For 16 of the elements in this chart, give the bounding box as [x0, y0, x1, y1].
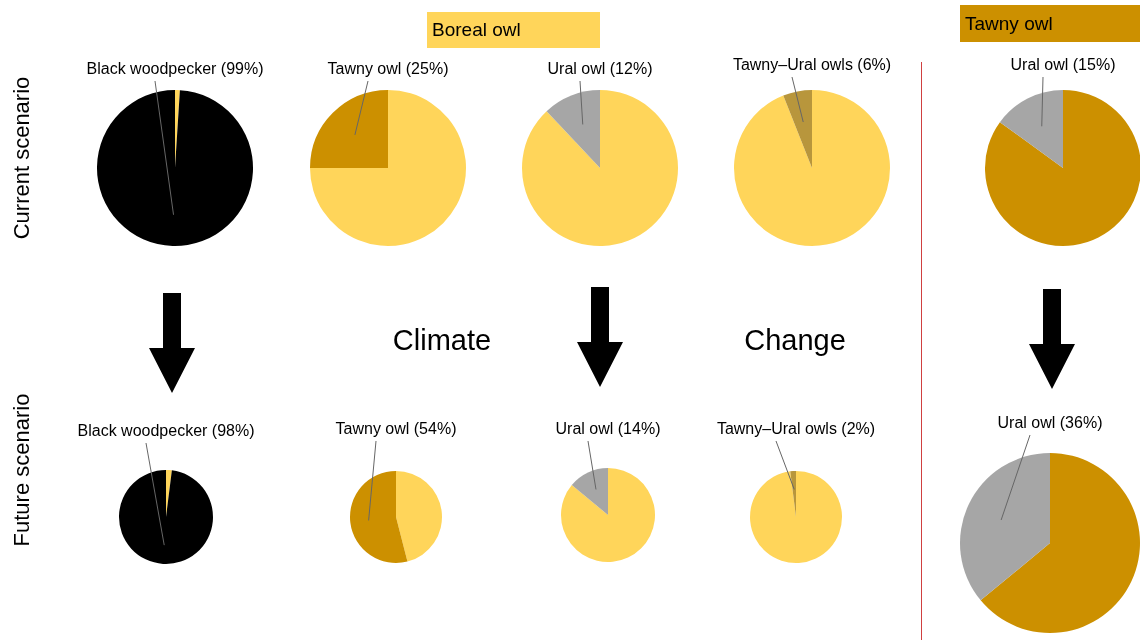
slice-label: Tawny owl (54%)	[335, 420, 457, 438]
text: Tawny owl	[960, 5, 1140, 42]
text: Boreal owl	[427, 12, 600, 48]
text: Climate	[392, 323, 492, 357]
slice-label: Black woodpecker (98%)	[77, 422, 255, 440]
slice-label: Ural owl (15%)	[1010, 56, 1116, 74]
text: Change	[744, 323, 846, 357]
slice-label: Tawny–Ural owls (2%)	[716, 420, 876, 438]
slice-label: Tawny owl (25%)	[327, 60, 449, 78]
slice-label: Ural owl (14%)	[555, 420, 661, 438]
slice-label: Ural owl (36%)	[997, 414, 1103, 432]
text: Future scenario	[9, 393, 35, 547]
slice-label: Ural owl (12%)	[547, 60, 653, 78]
text: Current scenario	[9, 76, 35, 240]
slice-label: Black woodpecker (99%)	[86, 60, 264, 78]
slice-label: Tawny–Ural owls (6%)	[732, 56, 892, 74]
